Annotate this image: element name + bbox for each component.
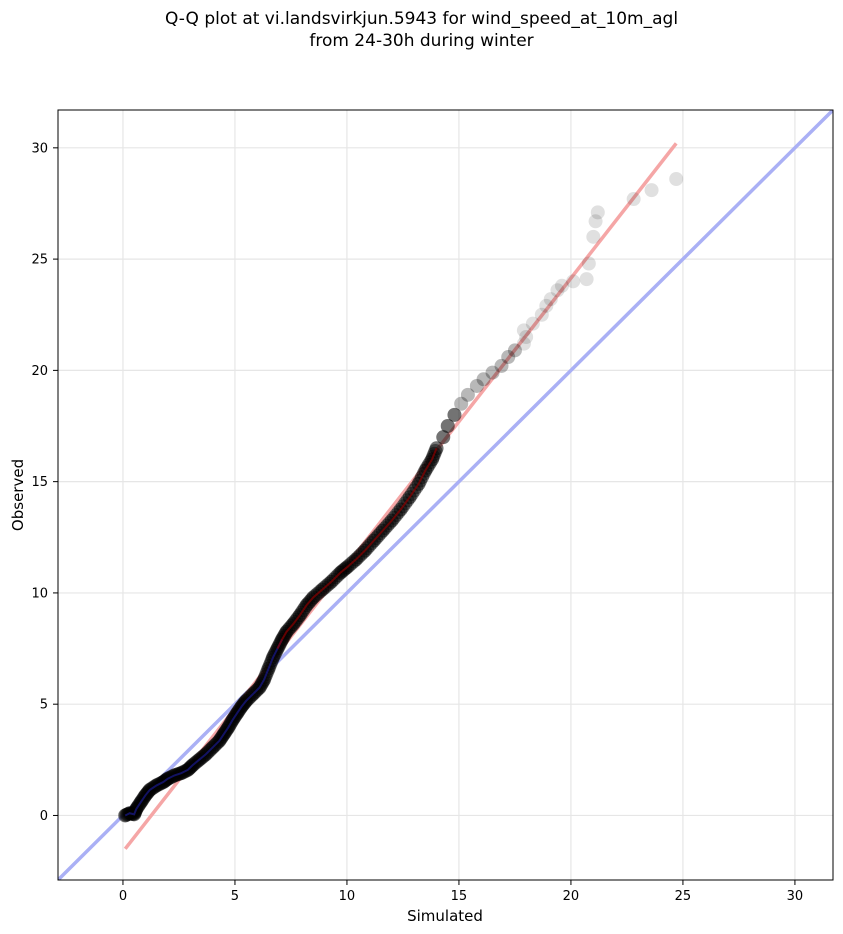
- data-point: [550, 283, 565, 298]
- x-axis-label: Simulated: [407, 907, 483, 925]
- data-point: [534, 307, 549, 322]
- data-point: [516, 336, 531, 351]
- data-point: [539, 298, 554, 313]
- chart-title-line-2: from 24-30h during winter: [309, 31, 534, 51]
- data-point: [507, 343, 522, 358]
- chart-title-line-1: Q-Q plot at vi.landsvirkjun.5943 for win…: [164, 9, 679, 29]
- y-tick-label: 5: [40, 698, 48, 713]
- data-point: [476, 372, 491, 387]
- data-point: [644, 183, 659, 198]
- data-point: [436, 430, 451, 445]
- chart-title: Q-Q plot at vi.landsvirkjun.5943 for win…: [0, 8, 843, 52]
- dense-overlay: [124, 447, 438, 817]
- data-point: [588, 214, 603, 229]
- data-point: [485, 365, 500, 380]
- x-axis-ticks: 0 5 10 15 20 25 30: [119, 880, 803, 904]
- data-point: [669, 171, 684, 186]
- data-point: [494, 358, 509, 373]
- data-point: [454, 396, 469, 411]
- data-point: [554, 278, 569, 293]
- data-point: [581, 256, 596, 271]
- x-tick-label: 20: [563, 889, 580, 904]
- y-tick-label: 30: [31, 141, 48, 156]
- data-point: [519, 329, 534, 344]
- data-point: [590, 205, 605, 220]
- reference-lines: [58, 110, 833, 880]
- overlay-high-segment: [276, 447, 438, 650]
- x-tick-label: 30: [787, 889, 804, 904]
- x-tick-label: 25: [675, 889, 692, 904]
- y-axis-ticks: 0 5 10 15 20 25 30: [31, 141, 58, 824]
- data-point: [586, 229, 601, 244]
- data-point: [501, 350, 516, 365]
- data-point: [626, 192, 641, 207]
- plot-frame: [57, 109, 834, 881]
- data-point: [469, 378, 484, 393]
- x-tick-label: 15: [451, 889, 468, 904]
- data-point: [543, 292, 558, 307]
- y-axis-label: Observed: [9, 459, 27, 531]
- y-tick-label: 25: [31, 253, 48, 268]
- data-point: [566, 274, 581, 289]
- y-tick-label: 10: [31, 586, 48, 601]
- x-tick-label: 5: [231, 889, 239, 904]
- y-tick-label: 0: [40, 809, 48, 824]
- data-point: [440, 419, 455, 434]
- data-point: [525, 316, 540, 331]
- data-point: [516, 323, 531, 338]
- data-point: [579, 272, 594, 287]
- y-tick-label: 20: [31, 364, 48, 379]
- overlay-low-segment: [124, 639, 283, 817]
- x-tick-label: 0: [119, 889, 127, 904]
- identity-line: [58, 110, 833, 880]
- fit-line: [123, 142, 678, 850]
- grid-lines: [58, 110, 833, 880]
- x-tick-label: 10: [339, 889, 356, 904]
- data-point: [447, 407, 462, 422]
- y-tick-label: 15: [31, 475, 48, 490]
- data-point: [460, 387, 475, 402]
